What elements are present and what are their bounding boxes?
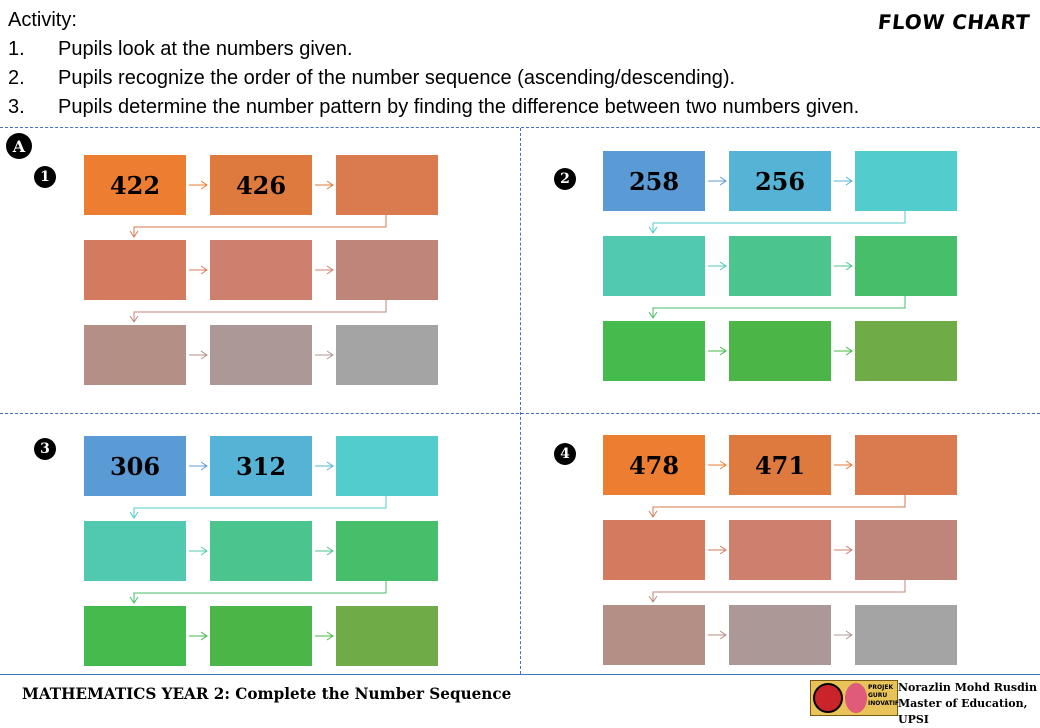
arrow-right-icon (189, 265, 208, 275)
arrow-right-icon (834, 176, 853, 186)
step-number: 1. (8, 38, 25, 60)
number-box: 422 (84, 155, 186, 215)
blank-number-box[interactable] (729, 236, 831, 296)
blank-number-box[interactable] (336, 606, 438, 666)
connector-arrow-icon (648, 296, 906, 319)
arrow-right-icon (189, 180, 208, 190)
connector-arrow-icon (129, 496, 387, 519)
blank-number-box[interactable] (603, 520, 705, 580)
blank-number-box[interactable] (855, 151, 957, 211)
number-box: 306 (84, 436, 186, 496)
activity-step: 3. Pupils determine the number pattern b… (8, 93, 859, 122)
arrow-right-icon (834, 346, 853, 356)
blank-number-box[interactable] (603, 321, 705, 381)
blank-number-box[interactable] (84, 325, 186, 385)
blank-number-box[interactable] (336, 436, 438, 496)
arrow-right-icon (708, 630, 727, 640)
blank-number-box[interactable] (855, 520, 957, 580)
author-name: Norazlin Mohd Rusdin (898, 681, 1037, 694)
blank-number-box[interactable] (210, 606, 312, 666)
connector-arrow-icon (648, 580, 906, 603)
blank-number-box[interactable] (855, 605, 957, 665)
connector-arrow-icon (648, 495, 906, 518)
quadrant-2-badge: 2 (554, 168, 576, 190)
blank-number-box[interactable] (84, 240, 186, 300)
arrow-right-icon (189, 461, 208, 471)
step-text: Pupils determine the number pattern by f… (58, 96, 860, 118)
activity-instructions: Activity: 1. Pupils look at the numbers … (8, 6, 859, 122)
blank-number-box[interactable] (336, 155, 438, 215)
quadrant-3-badge: 3 (34, 438, 56, 460)
logo-text: PROJEK GURU INOVATIF (868, 684, 900, 707)
number-box: 478 (603, 435, 705, 495)
blank-number-box[interactable] (210, 325, 312, 385)
connector-arrow-icon (129, 215, 387, 238)
number-box: 426 (210, 155, 312, 215)
arrow-right-icon (189, 546, 208, 556)
gear-logo-icon (813, 683, 843, 713)
arrow-right-icon (708, 261, 727, 271)
portrait-icon (845, 683, 867, 713)
step-text: Pupils look at the numbers given. (58, 38, 353, 60)
connector-arrow-icon (129, 581, 387, 604)
arrow-right-icon (834, 545, 853, 555)
arrow-right-icon (315, 265, 334, 275)
step-number: 3. (8, 96, 25, 118)
blank-number-box[interactable] (336, 325, 438, 385)
footer-title: MATHEMATICS YEAR 2: Complete the Number … (22, 684, 512, 703)
connector-arrow-icon (648, 211, 906, 234)
activity-title: Activity: (8, 9, 77, 31)
number-box: 471 (729, 435, 831, 495)
arrow-right-icon (315, 180, 334, 190)
arrow-right-icon (834, 261, 853, 271)
blank-number-box[interactable] (336, 521, 438, 581)
blank-number-box[interactable] (336, 240, 438, 300)
footer-divider (0, 674, 1040, 675)
arrow-right-icon (708, 176, 727, 186)
vertical-divider (520, 128, 521, 674)
activity-step: 2. Pupils recognize the order of the num… (8, 64, 859, 93)
blank-number-box[interactable] (603, 236, 705, 296)
connector-arrow-icon (129, 300, 387, 323)
activity-step: 1. Pupils look at the numbers given. (8, 35, 859, 64)
quadrant-4-badge: 4 (554, 443, 576, 465)
blank-number-box[interactable] (210, 240, 312, 300)
arrow-right-icon (189, 350, 208, 360)
blank-number-box[interactable] (855, 236, 957, 296)
author-credit: Norazlin Mohd Rusdin Master of Education… (898, 680, 1040, 728)
arrow-right-icon (189, 631, 208, 641)
arrow-right-icon (315, 546, 334, 556)
top-divider (0, 127, 1040, 128)
arrow-right-icon (834, 630, 853, 640)
quadrant-1-badge: 1 (34, 166, 56, 188)
number-box: 256 (729, 151, 831, 211)
blank-number-box[interactable] (729, 520, 831, 580)
arrow-right-icon (315, 350, 334, 360)
step-number: 2. (8, 67, 25, 89)
blank-number-box[interactable] (84, 606, 186, 666)
blank-number-box[interactable] (855, 321, 957, 381)
blank-number-box[interactable] (855, 435, 957, 495)
step-text: Pupils recognize the order of the number… (58, 67, 736, 89)
projek-guru-inovatif-logo: PROJEK GURU INOVATIF (810, 680, 900, 716)
arrow-right-icon (834, 460, 853, 470)
number-box: 312 (210, 436, 312, 496)
arrow-right-icon (708, 460, 727, 470)
arrow-right-icon (315, 461, 334, 471)
section-badge: A (6, 133, 32, 159)
arrow-right-icon (708, 346, 727, 356)
blank-number-box[interactable] (210, 521, 312, 581)
blank-number-box[interactable] (729, 321, 831, 381)
blank-number-box[interactable] (729, 605, 831, 665)
arrow-right-icon (708, 545, 727, 555)
arrow-right-icon (315, 631, 334, 641)
blank-number-box[interactable] (84, 521, 186, 581)
blank-number-box[interactable] (603, 605, 705, 665)
author-affiliation: Master of Education, UPSI (898, 697, 1028, 726)
number-box: 258 (603, 151, 705, 211)
